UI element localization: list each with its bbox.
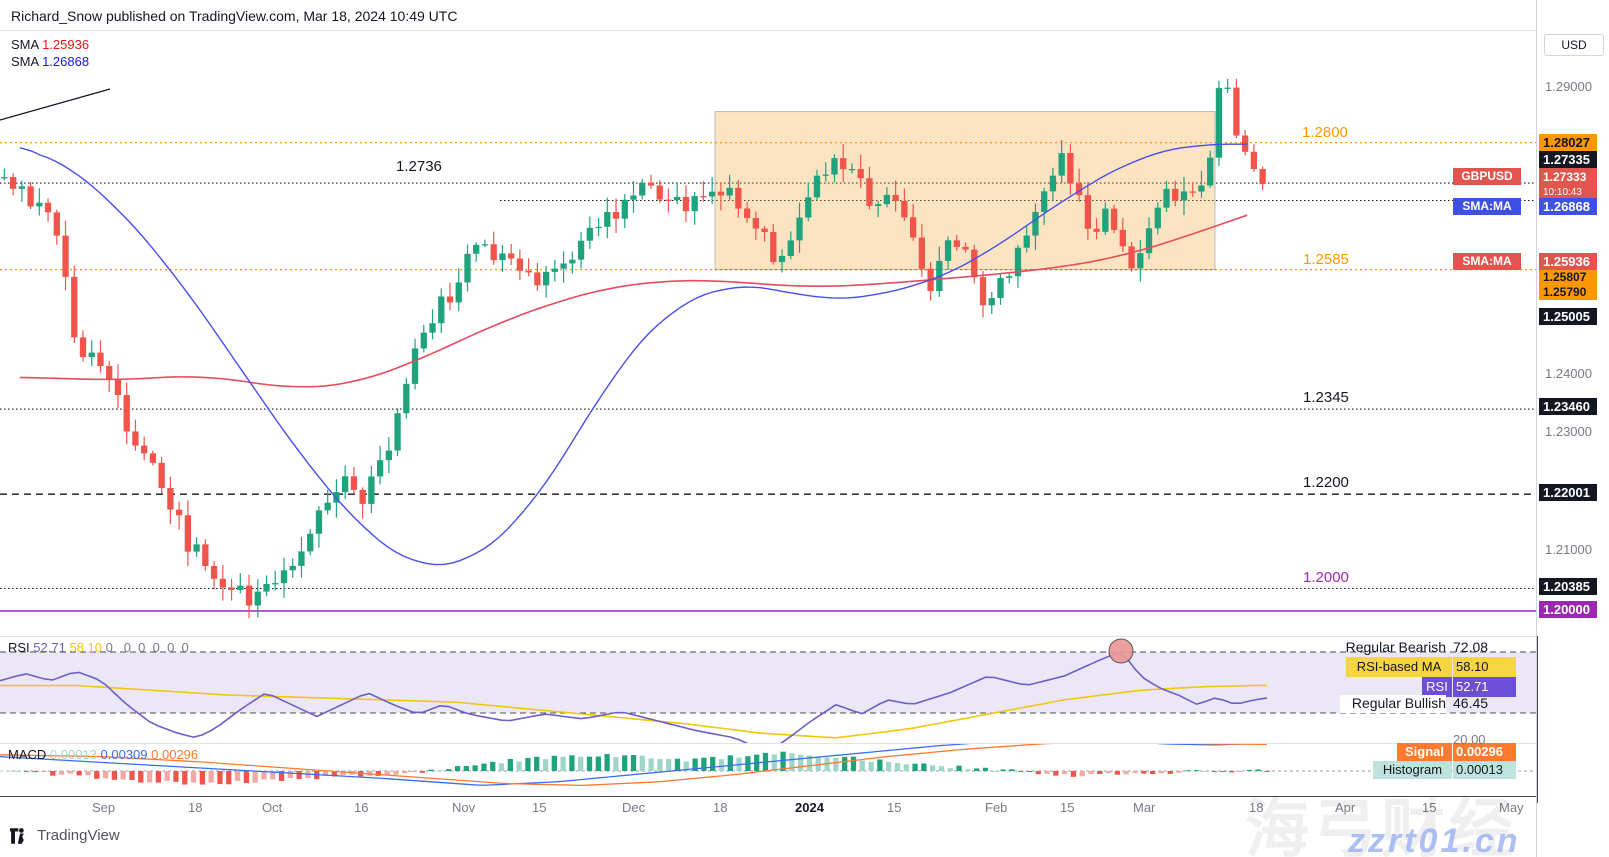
svg-text:1.2000: 1.2000: [1303, 569, 1349, 586]
svg-text:1.2736: 1.2736: [396, 158, 442, 175]
svg-text:1.2585: 1.2585: [1303, 251, 1349, 268]
svg-text:1.2200: 1.2200: [1303, 474, 1349, 491]
svg-text:1.2345: 1.2345: [1303, 389, 1349, 406]
svg-text:1.2800: 1.2800: [1302, 124, 1348, 141]
